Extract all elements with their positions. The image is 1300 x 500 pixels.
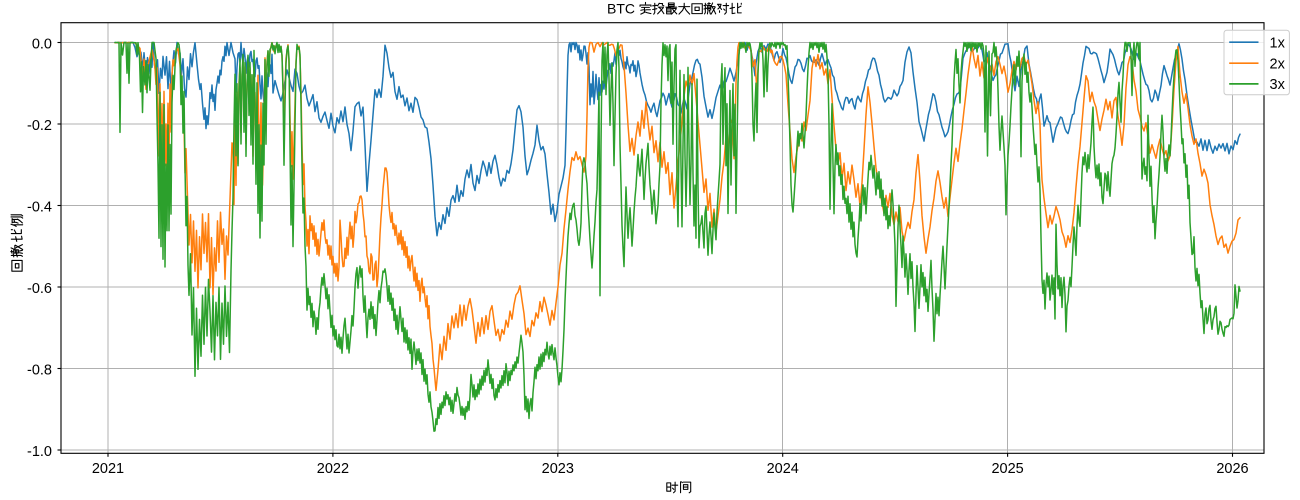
svg-text:BTC: BTC (607, 1, 635, 17)
svg-text:-1.0: -1.0 (27, 444, 52, 460)
svg-text:-0.6: -0.6 (27, 281, 52, 297)
svg-text:2021: 2021 (92, 461, 124, 477)
svg-text:-0.8: -0.8 (27, 363, 52, 379)
svg-text:2025: 2025 (991, 461, 1023, 477)
svg-text:2023: 2023 (542, 461, 574, 477)
svg-text:2x: 2x (1270, 57, 1286, 73)
svg-text:2022: 2022 (317, 461, 349, 477)
svg-text:-0.4: -0.4 (27, 200, 52, 216)
svg-text:2026: 2026 (1216, 461, 1248, 477)
svg-text:0.0: 0.0 (32, 37, 52, 53)
svg-text:3x: 3x (1270, 77, 1286, 93)
svg-text:2024: 2024 (767, 461, 799, 477)
svg-text:1x: 1x (1270, 36, 1286, 52)
svg-text:-0.2: -0.2 (27, 118, 52, 134)
